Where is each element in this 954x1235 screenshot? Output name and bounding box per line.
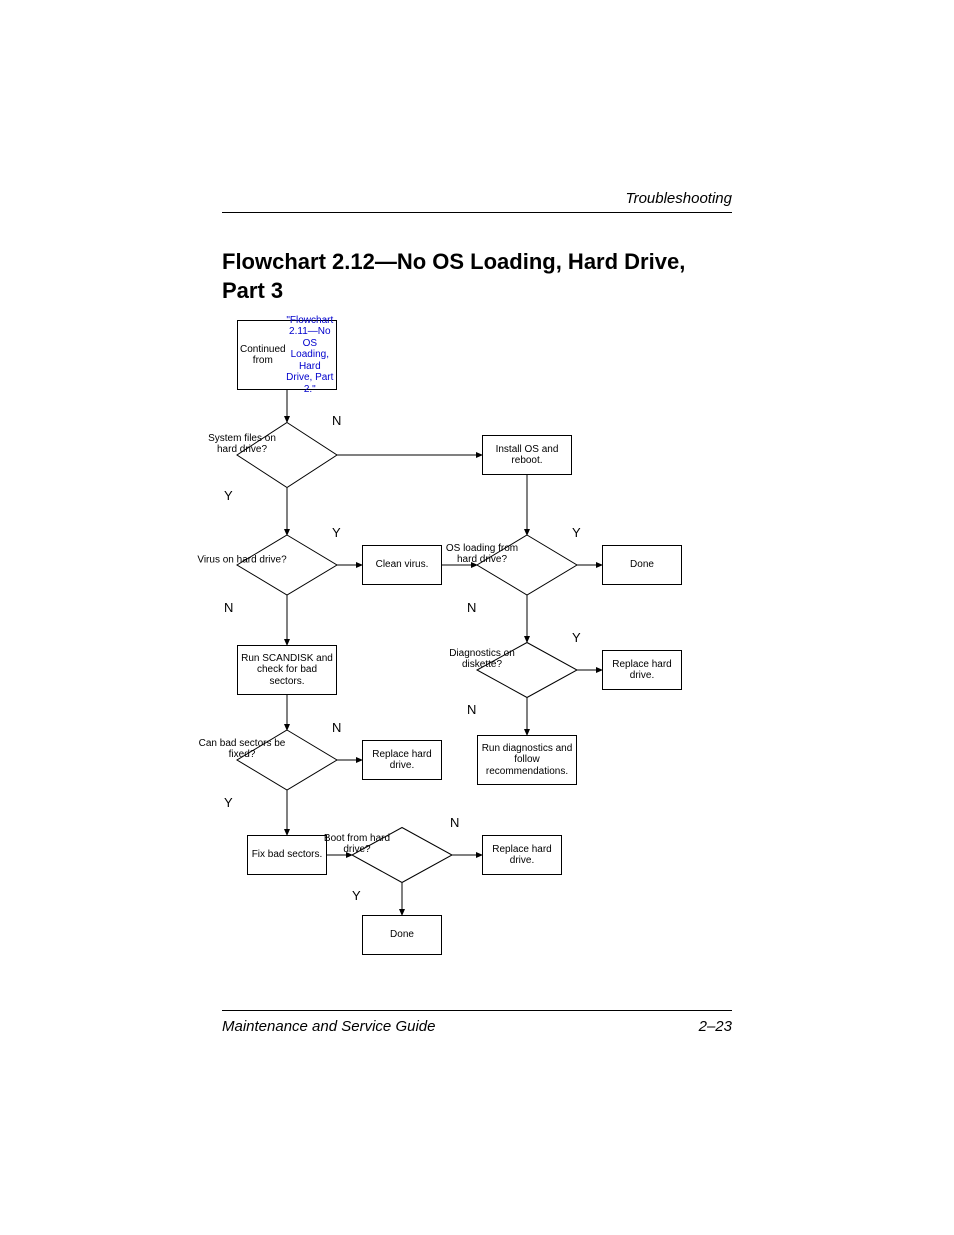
- footer-rule: [222, 1010, 732, 1011]
- edge-label: N: [467, 600, 476, 615]
- edge-label: N: [332, 413, 341, 428]
- flowchart: N Y Y Y N N Y N N Y N Y Continued from "Flowchart 2.…: [222, 320, 742, 990]
- edge-label: N: [450, 815, 459, 830]
- node-replace3: Replace hard drive.: [482, 835, 562, 875]
- page-title: Flowchart 2.12—No OS Loading, Hard Drive…: [222, 248, 732, 305]
- edge-label: Y: [352, 888, 361, 903]
- header-rule: [222, 212, 732, 213]
- edge-label: N: [467, 702, 476, 717]
- edge-label: Y: [332, 525, 341, 540]
- edge-label: Y: [572, 630, 581, 645]
- footer-left: Maintenance and Service Guide: [222, 1018, 435, 1035]
- node-replace1: Replace hard drive.: [362, 740, 442, 780]
- edge-label: Y: [224, 795, 233, 810]
- node-done1: Done: [602, 545, 682, 585]
- page: Troubleshooting Flowchart 2.12—No OS Loa…: [0, 0, 954, 1235]
- edge-label: N: [224, 600, 233, 615]
- edge-label: Y: [224, 488, 233, 503]
- edge-label: Y: [572, 525, 581, 540]
- footer-right: 2–23: [699, 1018, 732, 1035]
- node-rundiag: Run diagnostics and follow recommendatio…: [477, 735, 577, 785]
- header-section: Troubleshooting: [626, 190, 732, 207]
- node-start[interactable]: Continued from "Flowchart 2.11—No OS Loa…: [237, 320, 337, 390]
- node-replace2: Replace hard drive.: [602, 650, 682, 690]
- node-done2: Done: [362, 915, 442, 955]
- node-scandisk: Run SCANDISK and check for bad sectors.: [237, 645, 337, 695]
- node-install: Install OS and reboot.: [482, 435, 572, 475]
- edge-label: N: [332, 720, 341, 735]
- node-cleanvirus: Clean virus.: [362, 545, 442, 585]
